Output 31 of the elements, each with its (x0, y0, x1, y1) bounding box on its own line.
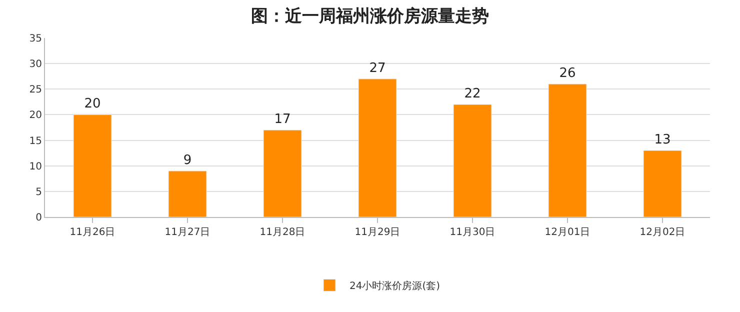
y-tick-label: 20 (29, 110, 42, 122)
bar (548, 84, 587, 217)
data-label: 17 (274, 112, 291, 128)
data-label: 13 (654, 132, 671, 148)
data-label: 22 (464, 86, 481, 102)
x-tick-label: 11月27日 (164, 227, 210, 238)
y-tick-label: 35 (29, 34, 42, 44)
bar (73, 114, 112, 217)
bar (168, 170, 207, 217)
x-tick-label: 11月29日 (354, 227, 400, 238)
data-label: 9 (183, 152, 192, 168)
x-tick-label: 12月02日 (640, 227, 686, 238)
bar (263, 130, 302, 217)
legend-label: 24小时涨价房源(套) (350, 280, 440, 292)
y-tick-label: 10 (29, 161, 42, 172)
bar (453, 104, 492, 217)
data-label: 27 (369, 60, 386, 76)
bar (358, 78, 397, 217)
y-tick-label: 5 (36, 186, 42, 198)
y-tick-label: 30 (29, 59, 42, 70)
y-tick-label: 0 (36, 212, 42, 224)
data-label: 26 (559, 66, 576, 82)
y-tick-label: 25 (29, 84, 42, 96)
x-tick-label: 11月28日 (260, 227, 306, 238)
x-tick-label: 12月01日 (544, 227, 590, 238)
y-tick-label: 15 (29, 136, 42, 147)
data-label: 20 (84, 96, 101, 112)
bar (643, 150, 682, 217)
chart-title: 图：近一周福州涨价房源量走势 (251, 6, 489, 26)
x-tick-label: 11月26日 (70, 227, 116, 238)
x-tick-label: 11月30日 (450, 227, 496, 238)
